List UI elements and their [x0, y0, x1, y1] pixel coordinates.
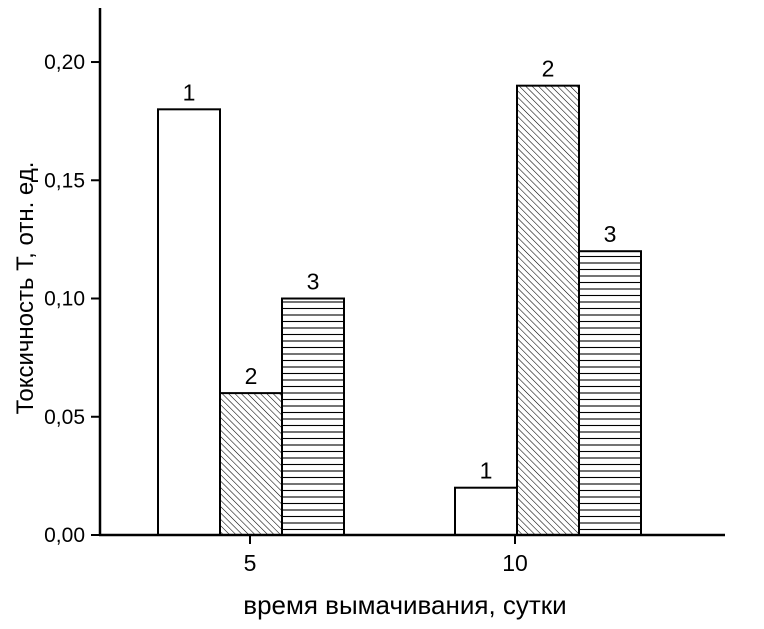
x-tick-label: 5: [244, 550, 257, 576]
bar-label: 2: [245, 363, 258, 389]
y-tick-label: 0,15: [44, 169, 85, 192]
plot-area: 0,00 0,05 0,10 0,15 0,20 5 10 1 2 3 1 2 3: [44, 8, 725, 576]
bar-label: 1: [480, 458, 493, 484]
y-axis-title: Токсичность Т, отн. ед.: [12, 162, 39, 415]
x-axis-title: время вымачивания, сутки: [243, 590, 566, 620]
x-tick-label: 10: [502, 550, 528, 576]
bar: [281, 297, 345, 536]
y-tick-label: 0,05: [44, 406, 85, 429]
y-tick-label: 0,20: [44, 51, 85, 74]
y-tick-label: 0,10: [44, 288, 85, 311]
bar-label: 3: [604, 221, 617, 247]
bar: [578, 250, 642, 536]
bar: [516, 84, 580, 536]
bar: [454, 486, 518, 536]
bar-label: 1: [183, 79, 196, 105]
y-tick-label: 0,00: [44, 524, 85, 547]
bar: [219, 392, 283, 536]
bar-label: 3: [307, 269, 320, 295]
bar-label: 2: [542, 56, 555, 82]
bar: [157, 108, 221, 537]
